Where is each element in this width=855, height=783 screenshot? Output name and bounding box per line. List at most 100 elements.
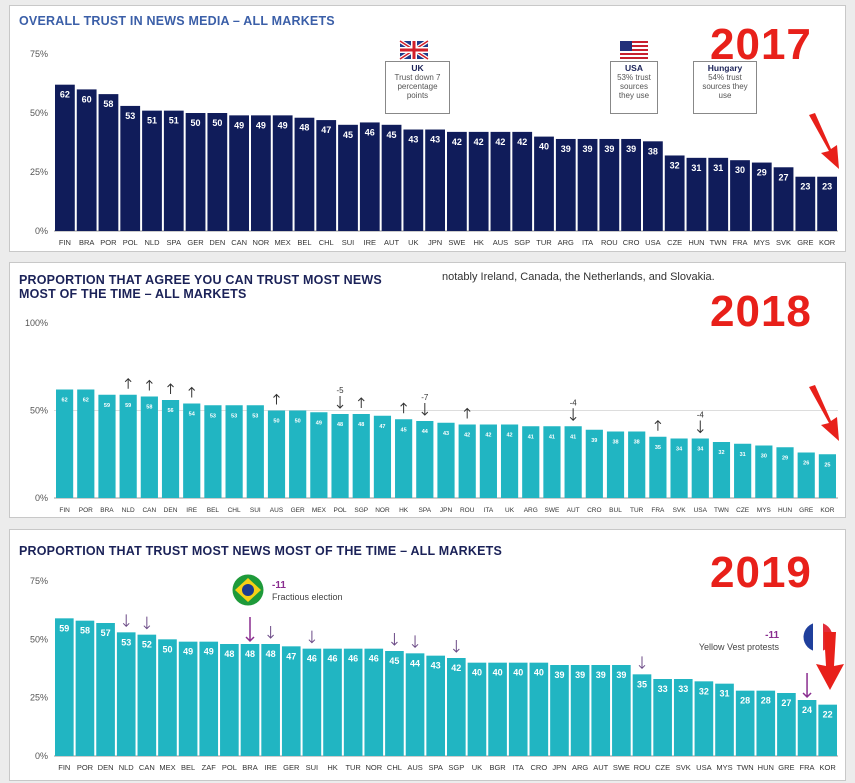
x-tick-label: AUS (493, 238, 508, 247)
bar (120, 105, 141, 231)
bar-value-label: 33 (678, 684, 688, 694)
change-label: -7 (421, 393, 429, 402)
chart-panel-2017: OVERALL TRUST IN NEWS MEDIA – ALL MARKET… (9, 5, 846, 252)
x-tick-label: AUS (407, 763, 422, 772)
bar-value-label: 48 (337, 422, 343, 428)
brazil-flag-icon (232, 574, 264, 606)
x-tick-label: CRO (623, 238, 640, 247)
x-tick-label: GER (291, 507, 305, 514)
bar-value-label: 50 (295, 419, 301, 425)
y-tick-label: 50% (30, 634, 48, 644)
x-tick-label: HK (327, 763, 337, 772)
bar (220, 644, 239, 756)
bar-value-label: 27 (779, 172, 789, 182)
bar (229, 115, 249, 231)
bar-value-label: 32 (699, 686, 709, 696)
bar (777, 693, 796, 756)
bar-value-label: 41 (570, 434, 576, 440)
bar-value-label: 23 (800, 182, 810, 192)
bar (550, 665, 569, 756)
bar-value-label: 54 (189, 412, 196, 418)
bar (649, 436, 667, 498)
bar (534, 136, 554, 231)
x-tick-label: BEL (207, 507, 220, 514)
bar (183, 403, 201, 498)
x-tick-label: CZE (736, 507, 750, 514)
bar (664, 155, 685, 231)
bar (712, 442, 731, 498)
bar-value-label: 62 (62, 398, 68, 404)
bar-value-label: 43 (443, 431, 449, 437)
bar-value-label: 50 (273, 419, 279, 425)
bar (385, 651, 404, 756)
bar-value-label: 32 (718, 450, 724, 456)
y-tick-label: 75% (30, 49, 48, 59)
annotation-hungary: Hungary 54% trust sources they use (693, 61, 757, 114)
bar-value-label: 62 (60, 90, 70, 100)
bar (137, 634, 157, 756)
bar (294, 117, 315, 231)
bar (691, 438, 709, 498)
bar-value-label: 39 (583, 144, 593, 154)
bar (555, 138, 576, 231)
x-tick-label: POL (123, 238, 138, 247)
bar (225, 405, 243, 498)
x-tick-label: ARG (572, 763, 588, 772)
callout-arrow-icon (802, 673, 812, 699)
x-tick-label: MEX (275, 238, 291, 247)
bar (185, 113, 206, 231)
bar-value-label: 29 (757, 168, 767, 178)
down-arrow-icon (267, 626, 274, 639)
bar (426, 655, 445, 756)
bar-value-label: 25 (824, 462, 830, 468)
x-tick-label: SWE (613, 763, 630, 772)
y-tick-label: 0% (35, 751, 48, 761)
bar (161, 400, 180, 498)
bar-value-label: 39 (626, 144, 636, 154)
chart-title-2017: OVERALL TRUST IN NEWS MEDIA – ALL MARKET… (19, 14, 335, 28)
x-tick-label: CAN (139, 763, 155, 772)
x-tick-label: ITA (513, 763, 524, 772)
down-arrow-icon (143, 616, 151, 630)
bar-value-label: 52 (142, 640, 152, 650)
bar (694, 681, 714, 756)
x-tick-label: MYS (757, 507, 772, 514)
x-tick-label: SPA (428, 763, 442, 772)
bar (673, 679, 693, 756)
x-tick-label: AUT (593, 763, 608, 772)
x-tick-label: UK (408, 238, 418, 247)
bar-value-label: 42 (495, 137, 505, 147)
bar-value-label: 49 (316, 420, 322, 426)
bar-value-label: 56 (167, 408, 173, 414)
bar (818, 704, 837, 756)
bar (119, 394, 137, 498)
callout-text: Fractious election (272, 592, 343, 602)
bar (310, 412, 328, 498)
x-tick-label: MEX (159, 763, 175, 772)
bar (359, 122, 380, 231)
bar (289, 410, 307, 498)
bar (468, 131, 489, 231)
x-tick-label: CHL (228, 507, 241, 514)
bar (403, 129, 424, 231)
y-tick-label: 75% (30, 576, 48, 586)
callout-value: -11 (765, 630, 779, 641)
change-label: -5 (336, 386, 344, 395)
bar (564, 426, 582, 498)
bar-value-label: 44 (410, 658, 420, 668)
down-arrow-icon (421, 403, 429, 416)
bar-value-label: 28 (740, 696, 750, 706)
bar (204, 405, 222, 498)
bar (479, 424, 497, 498)
x-tick-label: SUI (342, 238, 355, 247)
down-arrow-icon (696, 420, 704, 434)
x-tick-label: SWE (448, 238, 465, 247)
year-label-2019: 2019 (709, 547, 812, 598)
bar-value-label: 30 (735, 165, 745, 175)
bar-value-label: 31 (713, 163, 723, 173)
x-tick-label: SPA (419, 507, 432, 514)
bar-value-label: 31 (720, 689, 730, 699)
change-label: -4 (697, 411, 705, 420)
chart-panel-2018: PROPORTION THAT AGREE YOU CAN TRUST MOST… (9, 262, 846, 518)
down-arrow-icon (122, 614, 130, 628)
